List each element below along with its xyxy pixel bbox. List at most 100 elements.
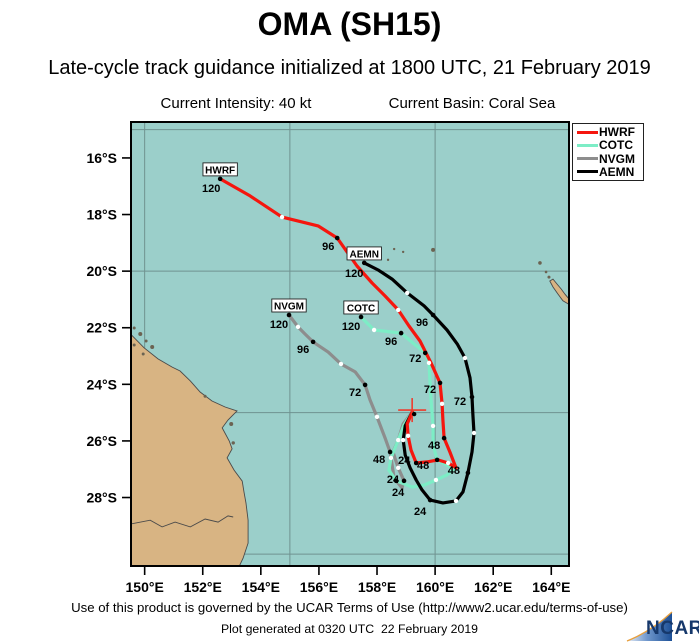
hwrf-12h-marker — [279, 214, 285, 220]
cotc-72h-label: 72 — [409, 353, 421, 365]
nvgm-96h-label: 96 — [297, 344, 309, 356]
cotc-12h-marker — [371, 327, 377, 333]
lon-tick-label: 154°E — [242, 579, 280, 595]
cotc-12h-marker — [426, 360, 432, 366]
lon-tick-label: 162°E — [474, 579, 512, 595]
lat-tick-label: 26°S — [86, 433, 117, 449]
hwrf-48h-dot — [441, 435, 447, 441]
cotc-96h-dot — [398, 330, 404, 336]
lon-tick-label: 156°E — [300, 579, 338, 595]
subtitle: Late-cycle track guidance initialized at… — [48, 57, 651, 79]
hwrf-120h-dot — [217, 176, 223, 182]
aemn-96h-dot — [430, 312, 436, 318]
state-border-line — [131, 515, 234, 528]
cotc-12h-marker — [388, 455, 394, 461]
small-island — [544, 270, 548, 274]
hwrf-24h-dot — [413, 460, 419, 466]
small-island — [431, 247, 436, 252]
terms-of-use-text: Use of this product is governed by the U… — [71, 600, 628, 615]
map-frame — [130, 121, 570, 567]
nvgm-model-box-label: NVGM — [274, 301, 304, 312]
hwrf-12h-marker — [405, 433, 411, 439]
hwrf-72h-dot — [437, 380, 443, 386]
nvgm-72h-label: 72 — [349, 387, 361, 399]
hwrf-48h-label: 48 — [428, 440, 440, 452]
legend-row-hwrf: HWRF — [577, 126, 643, 138]
legend-label-aemn: AEMN — [599, 164, 635, 179]
aemn-96h-label: 96 — [416, 317, 428, 329]
nvgm-120h-dot — [286, 312, 292, 318]
nvgm-12h-marker — [396, 465, 401, 471]
hwrf-72h-label: 72 — [424, 384, 436, 396]
small-island — [132, 326, 136, 330]
hwrf-96h-label: 96 — [322, 241, 334, 253]
aemn-12h-marker — [400, 437, 406, 443]
small-island — [229, 421, 234, 426]
analysis-position-dot — [411, 411, 417, 417]
lat-tick-label: 18°S — [86, 207, 117, 223]
hwrf-120h-label: 120 — [202, 183, 220, 195]
hwrf-model-box-label: HWRF — [205, 165, 235, 176]
nvgm-model-box — [271, 298, 307, 313]
aemn-120h-label: 120 — [345, 268, 363, 280]
nvgm-120h-label: 120 — [270, 319, 288, 331]
nvgm-96h-dot — [310, 339, 316, 345]
aemn-24h-dot — [427, 497, 433, 503]
small-island — [547, 275, 551, 279]
page-title: OMA (SH15) — [257, 6, 442, 42]
hwrf-12h-marker — [439, 401, 445, 407]
aemn-12h-marker — [462, 355, 468, 361]
model-legend: HWRF COTC NVGM AEMN — [572, 123, 644, 181]
nvgm-12h-marker — [338, 361, 344, 367]
hwrf-12h-marker — [396, 307, 401, 313]
current-intensity-label: Current Intensity: 40 kt — [160, 95, 312, 112]
small-island — [138, 331, 143, 336]
nvgm-line-swatch — [577, 157, 598, 161]
cotc-72h-dot — [422, 350, 428, 356]
cotc-12h-marker — [430, 423, 436, 429]
cotc-120h-label: 120 — [342, 321, 360, 333]
current-basin-label: Current Basin: Coral Sea — [388, 95, 556, 112]
small-island — [132, 343, 136, 347]
lon-tick-label: 152°E — [184, 579, 222, 595]
small-island — [392, 247, 396, 251]
ncar-logo-text: NCAR — [646, 618, 699, 639]
lat-tick-label: 20°S — [86, 263, 117, 279]
hwrf-96h-dot — [334, 235, 340, 241]
nvgm-72h-dot — [362, 382, 368, 388]
small-island — [144, 339, 148, 343]
lat-tick-label: 22°S — [86, 320, 117, 336]
track-map: 24 48 72 96 120 NVGM 24 48 72 96 120 COTC 24 48 72 96 12… — [86, 121, 570, 595]
aemn-12h-marker — [405, 290, 410, 296]
lon-tick-label: 150°E — [126, 579, 164, 595]
track-cotc — [359, 315, 456, 489]
small-island — [538, 261, 542, 265]
legend-label-cotc: COTC — [599, 138, 633, 153]
cotc-24h-dot — [393, 478, 399, 484]
australia-landmass — [131, 333, 249, 566]
plot-generated-text: Plot generated at 0320 UTC 22 February 2… — [220, 622, 479, 636]
small-island — [401, 250, 405, 254]
legend-row-aemn: AEMN — [577, 166, 643, 178]
cotc-48h-dot — [434, 457, 440, 463]
new-caledonia-island — [549, 278, 569, 305]
legend-row-nvgm: NVGM — [577, 153, 643, 165]
legend-label-nvgm: NVGM — [599, 151, 635, 166]
aemn-line-swatch — [577, 170, 598, 174]
legend-label-hwrf: HWRF — [599, 125, 635, 140]
lon-tick-label: 164°E — [532, 579, 570, 595]
lat-tick-label: 16°S — [86, 150, 117, 166]
small-island — [386, 258, 390, 262]
track-aemn — [362, 261, 476, 505]
cotc-48h-label: 48 — [417, 460, 429, 472]
small-island — [231, 441, 235, 445]
hwrf-model-box — [202, 162, 238, 177]
aemn-12h-marker — [471, 430, 477, 436]
cotc-24h-label: 24 — [392, 487, 405, 499]
cotc-model-box — [343, 300, 379, 315]
nvgm-24h-dot — [401, 478, 407, 484]
nvgm-12h-marker — [295, 324, 301, 330]
lon-tick-label: 160°E — [416, 579, 454, 595]
nvgm-12h-marker — [396, 437, 401, 443]
